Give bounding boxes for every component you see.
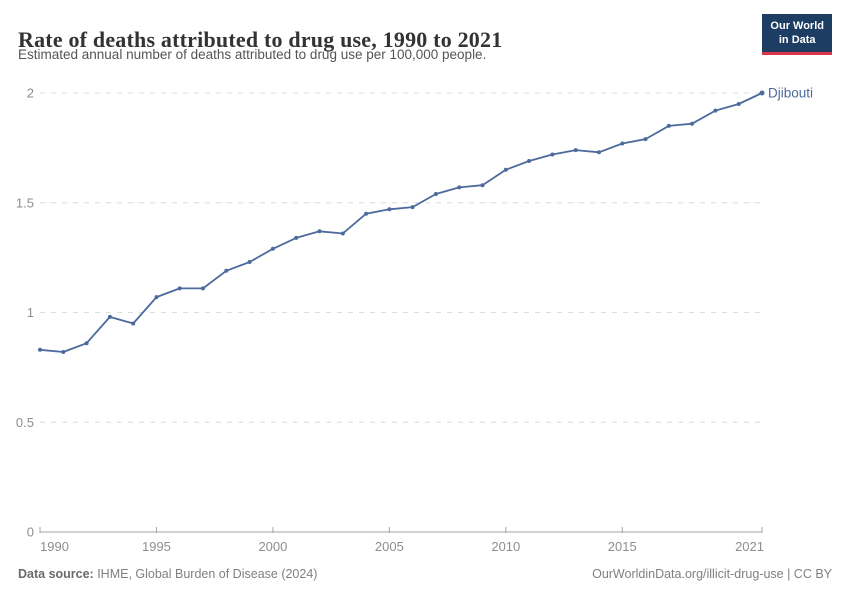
data-point-2019[interactable] (713, 108, 718, 113)
x-axis-tick-label: 1990 (40, 539, 69, 554)
x-axis-tick-label: 1995 (142, 539, 171, 554)
data-point-1990[interactable] (38, 347, 42, 352)
owid-logo-line2: in Data (778, 34, 816, 47)
data-point-2018[interactable] (690, 121, 695, 126)
data-point-2006[interactable] (410, 205, 415, 210)
series-end-label[interactable]: Djibouti (768, 86, 813, 101)
data-point-1996[interactable] (177, 286, 182, 291)
data-source-label: Data source: (18, 567, 94, 581)
data-point-2004[interactable] (364, 211, 369, 216)
data-point-2003[interactable] (340, 231, 345, 236)
data-point-2016[interactable] (643, 137, 648, 142)
chart-subtitle: Estimated annual number of deaths attrib… (18, 47, 487, 62)
data-point-1998[interactable] (224, 268, 229, 273)
data-point-2021[interactable] (759, 90, 765, 96)
data-point-1991[interactable] (61, 350, 66, 354)
x-axis-tick-label: 2000 (258, 539, 287, 554)
series-line-djibouti[interactable] (39, 92, 763, 353)
data-point-2012[interactable] (550, 152, 555, 157)
data-point-2011[interactable] (527, 159, 532, 163)
data-point-1993[interactable] (107, 314, 112, 319)
data-point-2013[interactable] (573, 148, 578, 153)
data-point-2010[interactable] (503, 167, 508, 172)
chart-title: Rate of deaths attributed to drug use, 1… (18, 26, 503, 52)
y-axis-tick-label: 2 (27, 86, 34, 101)
data-point-2001[interactable] (294, 235, 299, 240)
y-axis-tick-label: 0 (27, 525, 34, 540)
data-point-2020[interactable] (736, 102, 741, 106)
y-axis-tick-label: 1 (27, 305, 34, 320)
x-axis-tick-label: 2015 (608, 539, 637, 554)
data-point-2015[interactable] (620, 141, 625, 146)
data-source-value: IHME, Global Burden of Disease (2024) (93, 567, 318, 581)
data-point-2005[interactable] (387, 207, 392, 212)
data-point-2008[interactable] (457, 185, 462, 190)
data-point-1992[interactable] (84, 341, 89, 346)
data-point-1995[interactable] (154, 295, 159, 300)
owid-logo-line1: Our World (770, 20, 824, 32)
owid-logo[interactable]: Our World in Data (762, 14, 832, 55)
data-point-2002[interactable] (317, 229, 322, 234)
data-point-2014[interactable] (597, 150, 601, 155)
data-source-note: Data source: IHME, Global Burden of Dise… (18, 567, 317, 581)
chart-footer: Data source: IHME, Global Burden of Dise… (18, 567, 832, 581)
x-axis-tick-label: 2021 (735, 539, 764, 554)
data-point-2007[interactable] (433, 192, 438, 196)
data-point-2000[interactable] (270, 246, 275, 251)
x-axis-tick-label: 2010 (491, 539, 520, 554)
data-point-2017[interactable] (666, 123, 671, 128)
data-point-1997[interactable] (201, 286, 205, 291)
data-point-1999[interactable] (247, 260, 252, 264)
owid-license-link[interactable]: OurWorldinData.org/illicit-drug-use | CC… (592, 567, 832, 581)
y-axis-tick-label: 0.5 (16, 415, 34, 430)
x-axis-tick-label: 2005 (375, 539, 404, 554)
data-point-2009[interactable] (480, 183, 485, 188)
data-point-1994[interactable] (131, 321, 136, 326)
y-axis-tick-label: 1.5 (16, 195, 34, 210)
